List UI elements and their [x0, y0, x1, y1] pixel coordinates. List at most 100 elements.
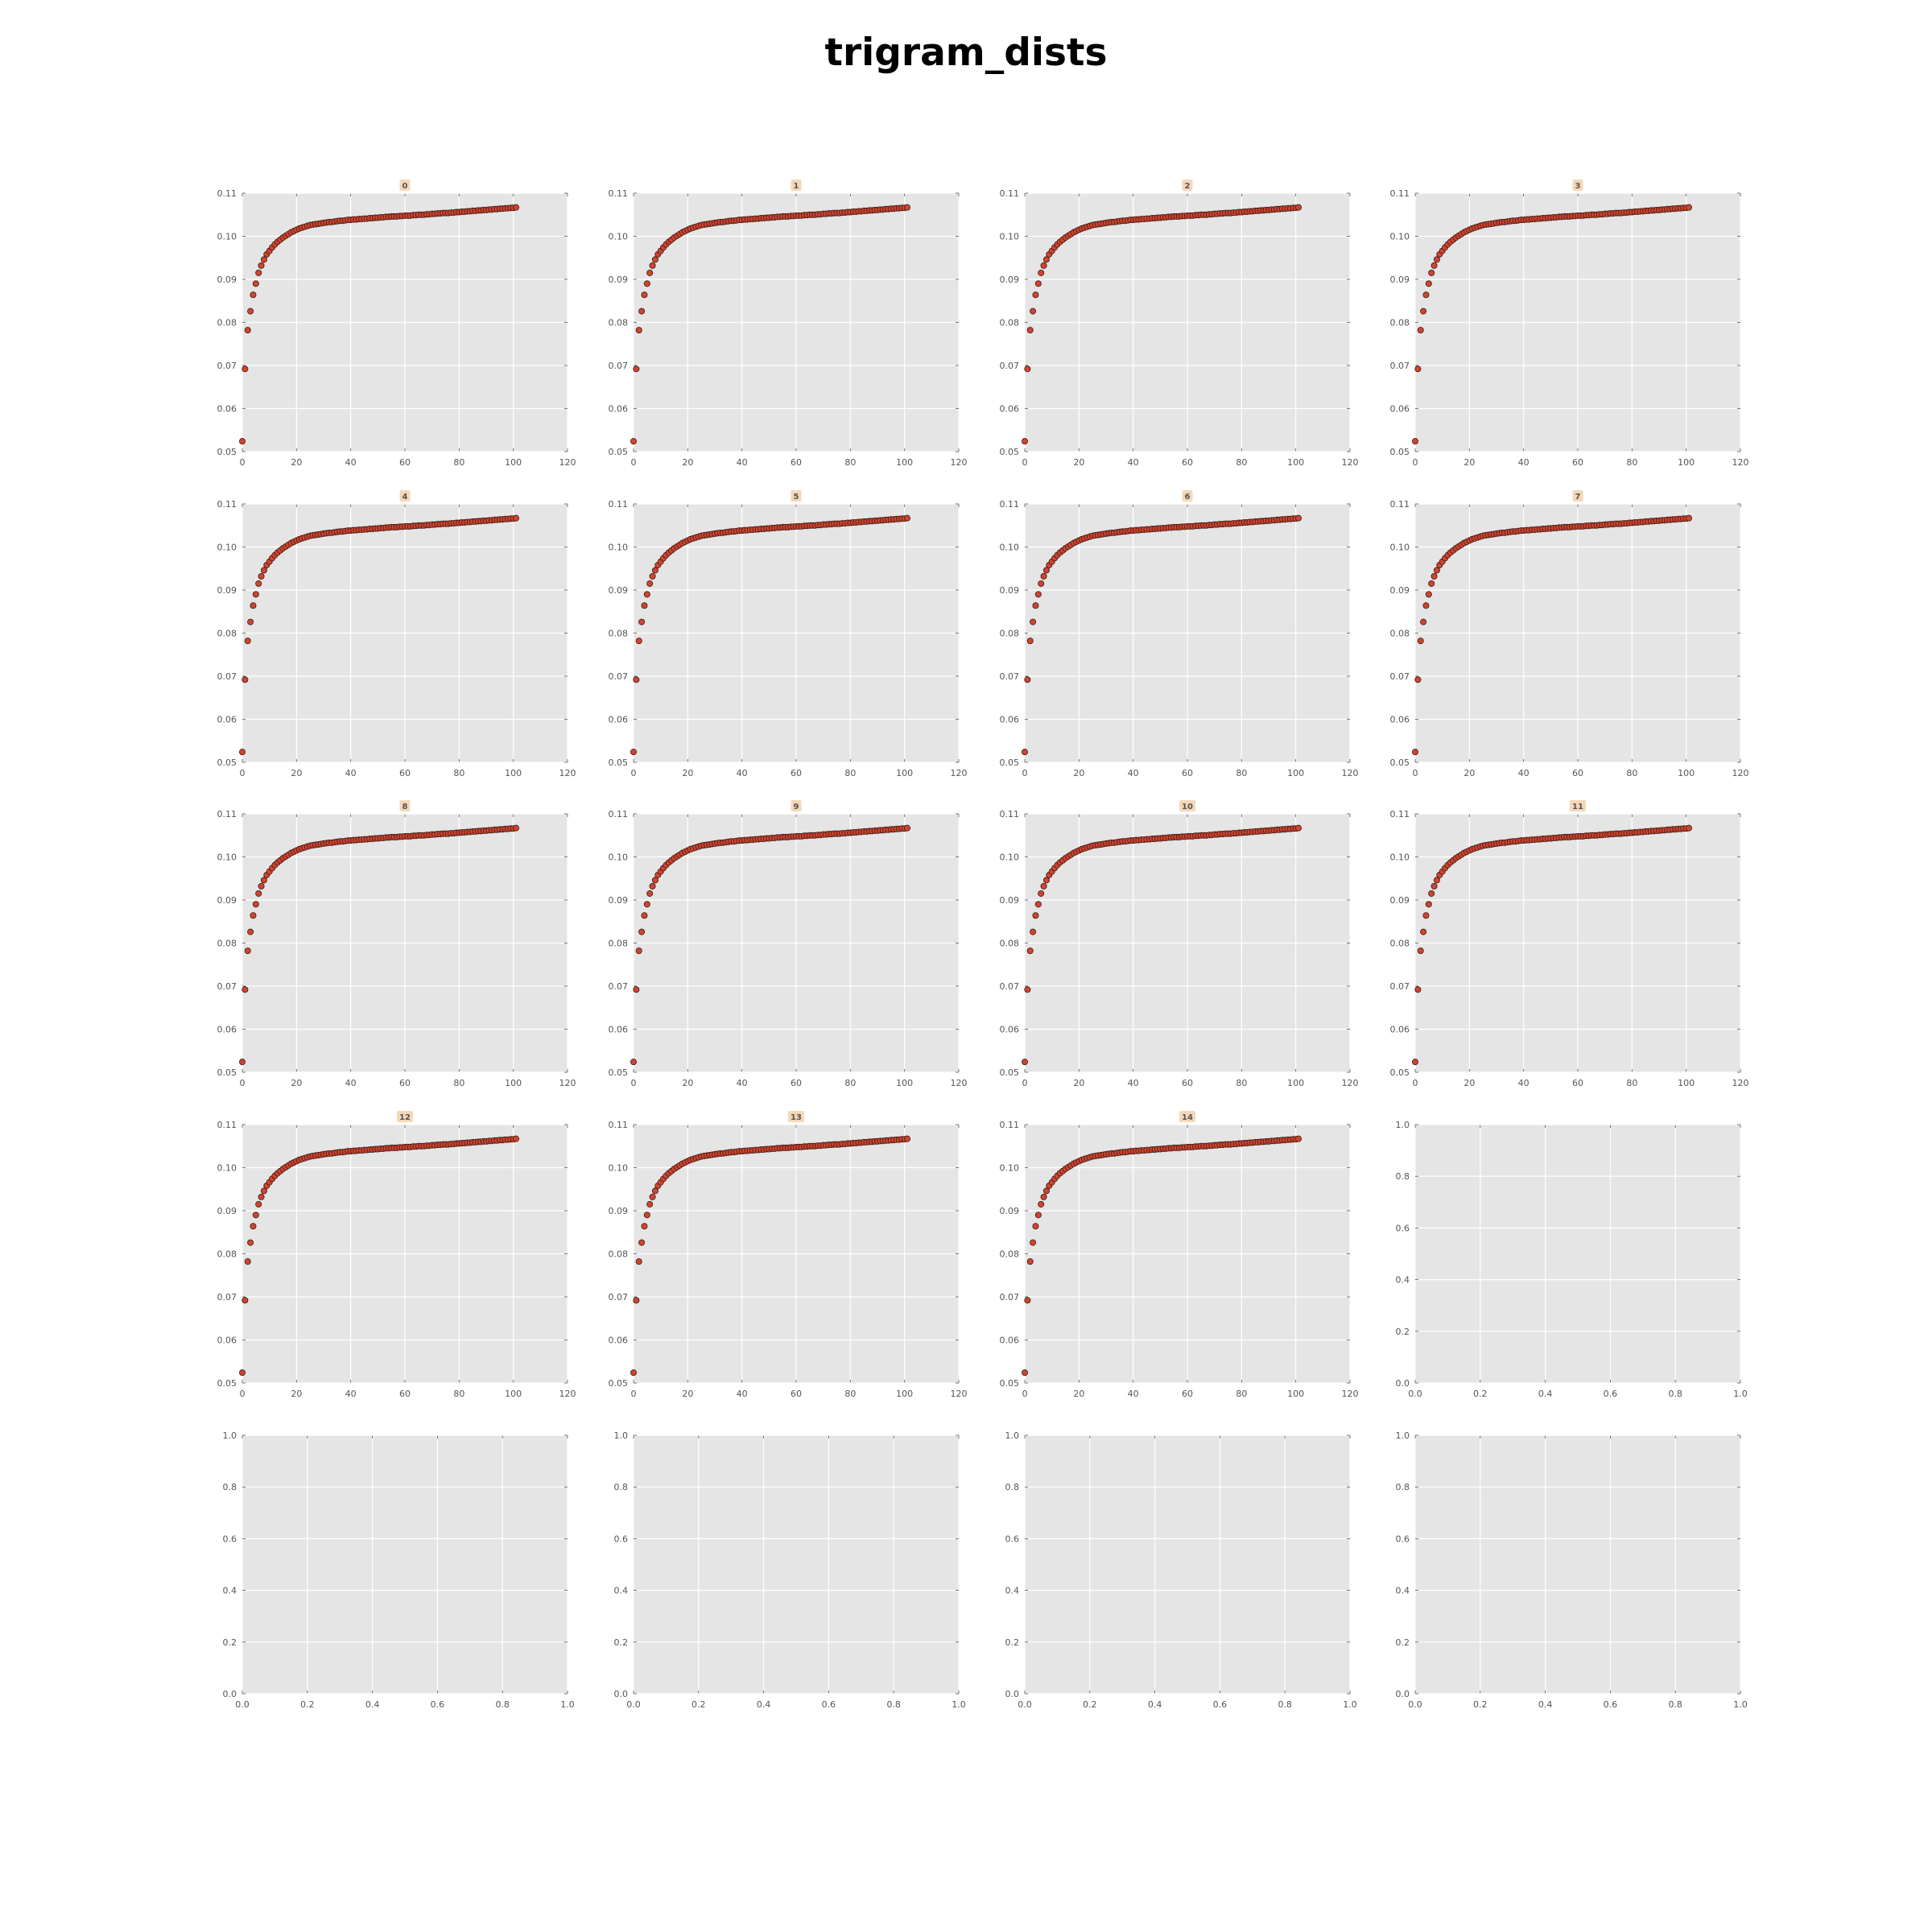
x-tick-label: 40: [345, 1389, 357, 1399]
x-tick-label: 60: [791, 768, 802, 778]
x-tick-label: 20: [1463, 768, 1475, 778]
y-tick-label: 0.0: [1005, 1689, 1020, 1699]
data-point: [904, 514, 911, 522]
y-tick-label: 0.2: [1005, 1637, 1020, 1648]
x-tick-label: 80: [844, 1389, 856, 1399]
panel-title-box: [399, 180, 411, 191]
x-tick-label: 20: [1463, 457, 1475, 468]
y-tick-label: 0.05: [609, 1378, 629, 1389]
data-point: [238, 1369, 246, 1377]
y-tick-label: 0.09: [609, 895, 629, 906]
y-tick-label: 0.05: [217, 1067, 237, 1078]
y-tick-label: 0.09: [217, 275, 237, 285]
x-tick-label: 0.6: [431, 1699, 445, 1710]
data-point: [1295, 514, 1302, 522]
data-point: [1032, 602, 1039, 609]
data-point: [635, 1258, 642, 1265]
data-point: [1032, 912, 1039, 919]
subplot-panel: 0 20 40 60 80 100 120 0.05 0.06 0.07 0.08 0.09 0.10 0…: [217, 1111, 576, 1399]
y-tick-label: 1.0: [1005, 1430, 1020, 1441]
data-point: [1412, 1059, 1419, 1066]
x-tick-label: 100: [505, 1078, 522, 1088]
x-tick-label: 0: [1413, 768, 1418, 778]
data-point: [252, 591, 259, 598]
data-point: [904, 1135, 911, 1142]
x-tick-label: 40: [345, 457, 357, 468]
data-point: [247, 618, 254, 625]
data-point: [244, 1258, 251, 1265]
x-tick-label: 120: [1732, 1078, 1749, 1088]
data-point: [258, 262, 265, 269]
panel-title: 0: [402, 182, 408, 191]
subplot-panel: 0 20 40 60 80 100 120 0.05 0.06 0.07 0.08 0.09 0.10 0…: [609, 1111, 968, 1399]
data-point: [646, 1200, 654, 1208]
x-tick-label: 120: [1732, 457, 1749, 468]
x-tick-label: 60: [1182, 457, 1193, 468]
x-tick-label: 120: [559, 1389, 576, 1399]
data-point: [1022, 1059, 1029, 1066]
panel-title: 13: [791, 1113, 802, 1122]
subplot-panel: 0 20 40 60 80 100 120 0.05 0.06 0.07 0.08 0.09 0.10 0…: [217, 180, 576, 468]
y-tick-label: 1.0: [1396, 1430, 1410, 1441]
x-tick-label: 1.0: [1733, 1389, 1748, 1399]
data-point: [643, 280, 650, 287]
data-point: [1420, 618, 1427, 625]
data-point: [1430, 882, 1438, 890]
panel-title: 1: [794, 182, 799, 191]
subplot-panel: 0.0 0.2 0.4 0.6 0.8 1.0 0.0 0.2 0.4 0.6 0.8 1.0: [1005, 1430, 1357, 1710]
x-tick-label: 80: [1236, 768, 1247, 778]
x-tick-label: 120: [1732, 768, 1749, 778]
x-tick-label: 0: [1022, 768, 1028, 778]
y-tick-label: 0.11: [1000, 188, 1020, 199]
data-point: [242, 1297, 249, 1304]
y-tick-label: 0.06: [217, 1335, 237, 1346]
subplot-panel: 0 20 40 60 80 100 120 0.05 0.06 0.07 0.08 0.09 0.10 0…: [1000, 1111, 1359, 1399]
x-tick-label: 0: [240, 457, 246, 468]
y-tick-label: 0.09: [217, 1206, 237, 1216]
data-point: [638, 308, 646, 315]
data-point: [1295, 1135, 1302, 1142]
data-point: [1030, 308, 1037, 315]
x-tick-label: 0.6: [1604, 1389, 1618, 1399]
y-tick-label: 0.8: [614, 1482, 629, 1492]
data-point: [1042, 567, 1050, 574]
data-point: [651, 877, 658, 884]
y-tick-label: 0.2: [1396, 1637, 1410, 1648]
data-point: [1022, 749, 1029, 756]
x-tick-label: 80: [1626, 768, 1637, 778]
x-tick-label: 40: [345, 768, 357, 778]
data-point: [643, 591, 650, 598]
y-tick-label: 0.07: [1390, 361, 1410, 371]
data-point: [1430, 572, 1438, 580]
y-tick-label: 0.05: [1000, 1378, 1020, 1389]
y-tick-label: 0.10: [1390, 543, 1410, 553]
x-tick-label: 100: [1287, 457, 1304, 468]
x-tick-label: 120: [1342, 457, 1359, 468]
x-tick-label: 80: [1626, 1078, 1637, 1088]
x-tick-label: 0.8: [886, 1699, 901, 1710]
subplot-panel: 0.0 0.2 0.4 0.6 0.8 1.0 0.0 0.2 0.4 0.6 0.8 1.0: [223, 1430, 575, 1710]
panel-title-box: [1179, 1111, 1195, 1122]
x-tick-label: 20: [291, 457, 302, 468]
y-tick-label: 0.08: [1000, 318, 1020, 328]
x-tick-label: 60: [791, 1078, 802, 1088]
data-point: [1042, 1187, 1050, 1195]
x-tick-label: 0.4: [757, 1699, 771, 1710]
y-tick-label: 0.10: [1000, 852, 1020, 863]
y-tick-label: 0.08: [217, 1249, 237, 1260]
y-tick-label: 0.0: [1396, 1689, 1410, 1699]
data-point: [1030, 928, 1037, 935]
y-tick-label: 0.07: [609, 671, 629, 682]
x-tick-label: 100: [505, 457, 522, 468]
x-tick-label: 40: [1128, 1389, 1139, 1399]
y-tick-label: 0.2: [223, 1637, 237, 1648]
x-tick-label: 0: [240, 1389, 246, 1399]
x-tick-label: 100: [1287, 1389, 1304, 1399]
x-tick-label: 40: [737, 457, 748, 468]
y-tick-label: 0.08: [609, 318, 629, 328]
y-tick-label: 1.0: [1396, 1120, 1410, 1130]
y-tick-label: 0.10: [609, 1163, 629, 1174]
data-point: [1038, 1200, 1045, 1208]
x-tick-label: 40: [345, 1078, 357, 1088]
y-tick-label: 0.8: [223, 1482, 237, 1492]
